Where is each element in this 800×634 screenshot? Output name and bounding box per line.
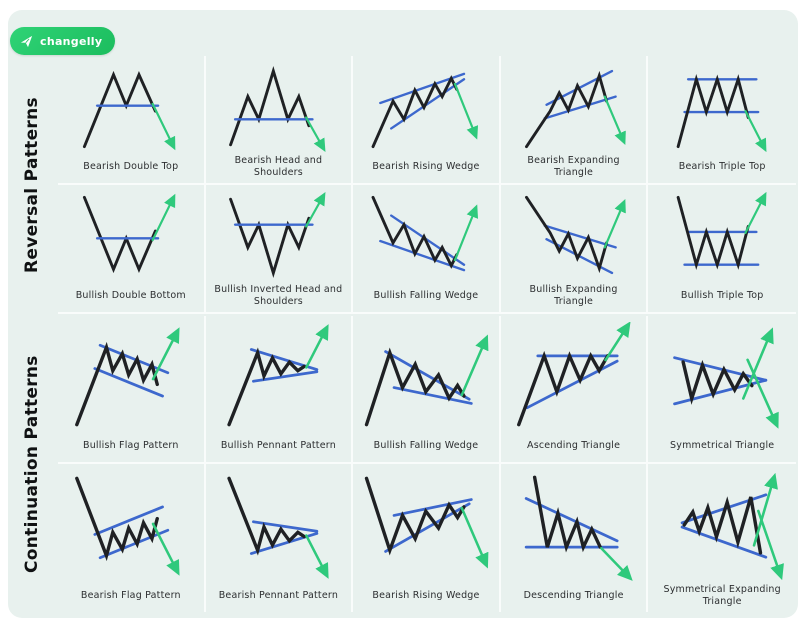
logo-text: changelly [40, 34, 103, 48]
pattern-cell-bullish-expanding-triangle: Bullish Expanding Triangle [500, 185, 649, 314]
pattern-cell-descending-triangle: Descending Triangle [501, 464, 649, 612]
pattern-label: Bearish Pennant Pattern [218, 589, 339, 601]
pattern-label: Bullish Double Bottom [75, 289, 186, 301]
pattern-cell-bullish-triple-top: Bullish Triple Top [648, 185, 796, 314]
bearish-triple-top-diagram [652, 62, 792, 153]
bullish-falling-wedge-cont-diagram [357, 322, 495, 432]
pattern-cell-bullish-flag: Bullish Flag Pattern [58, 316, 206, 464]
bearish-flag-diagram [62, 470, 200, 582]
section-continuation-patterns: Continuation Patterns Bullish Flag Patte… [8, 316, 796, 612]
pattern-label: Bullish Inverted Head and Shoulders [214, 284, 343, 307]
pattern-cell-symmetrical-expanding-triangle: Symmetrical Expanding Triangle [648, 464, 796, 612]
pattern-label: Bullish Triple Top [680, 289, 764, 301]
pattern-label: Bullish Expanding Triangle [529, 284, 618, 307]
rocket-icon [20, 35, 33, 47]
pattern-label: Descending Triangle [523, 589, 624, 601]
section-title-continuation: Continuation Patterns [22, 355, 42, 573]
pattern-cell-bearish-pennant: Bearish Pennant Pattern [206, 464, 354, 612]
bullish-expanding-triangle-diagram [505, 191, 643, 282]
reversal-patterns-grid: Bearish Double Top Bearish Head and Shoul… [58, 56, 796, 314]
pattern-cell-bearish-triple-top: Bearish Triple Top [648, 56, 796, 185]
continuation-patterns-grid: Bullish Flag Pattern Bullish Pennant Patt… [58, 316, 796, 612]
patterns-panel: changelly Reversal Patterns Bearish Doub… [8, 10, 798, 618]
pattern-label: Bearish Triple Top [678, 160, 766, 172]
bearish-expanding-triangle-diagram [505, 62, 643, 153]
pattern-label: Bearish Rising Wedge [372, 589, 480, 601]
pattern-label: Bearish Double Top [83, 160, 179, 172]
pattern-label: Bearish Rising Wedge [372, 160, 480, 172]
bullish-pennant-diagram [210, 322, 348, 432]
symmetrical-triangle-diagram [652, 322, 792, 432]
pattern-label: Bearish Head and Shoulders [234, 155, 323, 178]
section-reversal-patterns: Reversal Patterns Bearish Double Top Bear… [8, 56, 796, 314]
bearish-rising-wedge-cont-diagram [357, 470, 495, 582]
pattern-cell-bullish-pennant: Bullish Pennant Pattern [205, 316, 354, 464]
bullish-flag-diagram [62, 322, 200, 432]
pattern-cell-bearish-flag: Bearish Flag Pattern [58, 464, 206, 612]
bullish-inverted-head-and-shoulders-diagram [210, 191, 348, 282]
pattern-cell-bullish-falling-wedge: Bullish Falling Wedge [353, 185, 501, 314]
pattern-cell-bearish-rising-wedge: Bearish Rising Wedge [353, 56, 501, 185]
pattern-cell-bearish-expanding-triangle: Bearish Expanding Triangle [500, 56, 649, 185]
bullish-falling-wedge-diagram [357, 191, 495, 282]
pattern-label: Bearish Expanding Triangle [527, 155, 620, 178]
descending-triangle-diagram [505, 470, 643, 582]
pattern-label: Bearish Flag Pattern [80, 589, 181, 601]
section-title-reversal: Reversal Patterns [22, 97, 42, 273]
bullish-triple-top-diagram [652, 191, 792, 282]
pattern-cell-bearish-rising-wedge-cont: Bearish Rising Wedge [353, 464, 501, 612]
pattern-cell-bearish-double-top: Bearish Double Top [58, 56, 206, 185]
pattern-label: Bullish Falling Wedge [373, 289, 479, 301]
changelly-logo-badge[interactable]: changelly [10, 27, 116, 55]
bearish-head-and-shoulders-diagram [210, 62, 348, 153]
pattern-label: Ascending Triangle [527, 439, 621, 451]
pattern-cell-bullish-inverted-head-and-shoulders: Bullish Inverted Head and Shoulders [205, 185, 354, 314]
pattern-cell-bullish-double-bottom: Bullish Double Bottom [58, 185, 206, 314]
symmetrical-expanding-triangle-diagram [652, 470, 792, 582]
pattern-label: Symmetrical Expanding Triangle [663, 584, 781, 607]
pattern-label: Bullish Pennant Pattern [220, 439, 336, 451]
bearish-rising-wedge-diagram [357, 62, 495, 153]
bearish-pennant-diagram [210, 470, 348, 582]
pattern-label: Bullish Falling Wedge [373, 439, 479, 451]
bearish-double-top-diagram [62, 62, 200, 153]
bullish-double-bottom-diagram [62, 191, 200, 282]
pattern-cell-bearish-head-and-shoulders: Bearish Head and Shoulders [205, 56, 354, 185]
pattern-cell-bullish-falling-wedge-cont: Bullish Falling Wedge [353, 316, 501, 464]
ascending-triangle-diagram [505, 322, 643, 432]
pattern-cell-ascending-triangle: Ascending Triangle [500, 316, 649, 464]
pattern-cell-symmetrical-triangle: Symmetrical Triangle [648, 316, 796, 464]
pattern-label: Bullish Flag Pattern [82, 439, 179, 451]
pattern-label: Symmetrical Triangle [670, 439, 775, 451]
